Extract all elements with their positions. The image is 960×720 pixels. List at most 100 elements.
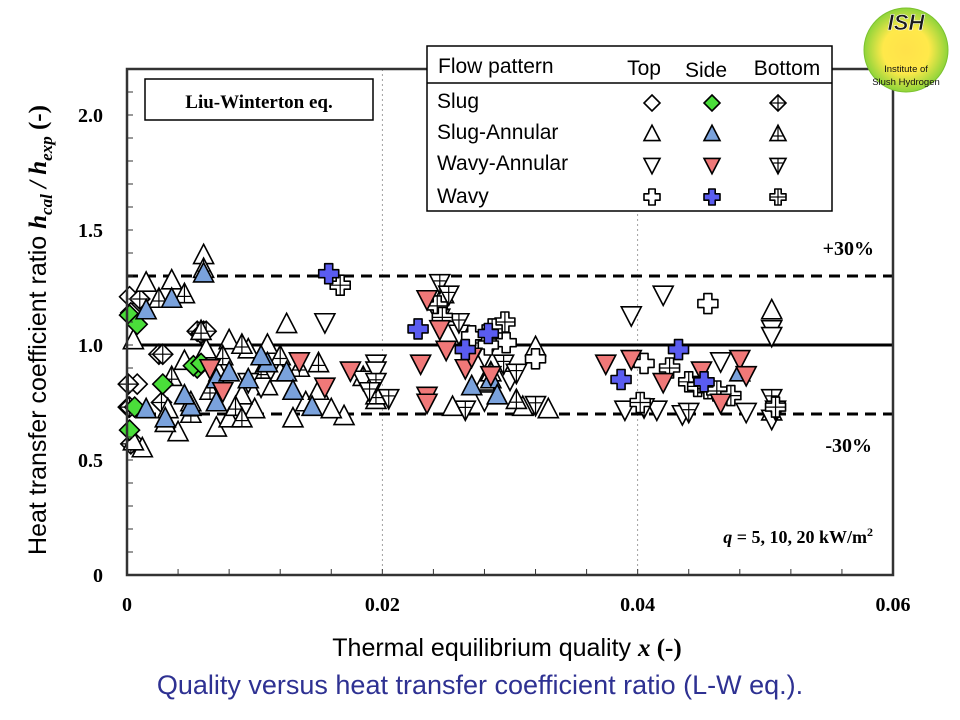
triangle-up-marker: [275, 311, 298, 334]
triangle-down-marker: [415, 289, 439, 312]
data-point: [409, 354, 432, 377]
data-point: [160, 286, 184, 309]
heat-flux-annotation: q = 5, 10, 20 kW/m2: [723, 525, 873, 547]
triangle-down-marker: [651, 285, 675, 308]
data-point: [677, 402, 701, 425]
triangle-down-marker: [415, 393, 439, 416]
data-point: [151, 372, 174, 396]
triangle-up-marker: [153, 405, 177, 428]
data-point: [317, 262, 340, 285]
triangle-down-marker: [619, 349, 643, 372]
data-point: [358, 381, 381, 404]
cross-marker: [454, 338, 477, 361]
legend-marker: [642, 123, 662, 142]
legend-row-slug-annular: Slug-Annular: [437, 121, 558, 144]
triangle-down-marker: [434, 340, 458, 363]
triangle-down-marker: [211, 381, 235, 404]
chart-title-box: Liu-Winterton eq.: [144, 78, 374, 121]
data-point: [189, 318, 213, 341]
logo-line2: Slush Hydrogen: [872, 77, 940, 88]
cross-marker: [407, 318, 429, 340]
legend-marker: [768, 157, 788, 176]
ish-logo: ISH Institute of Slush Hydrogen: [863, 7, 949, 93]
data-point: [313, 312, 337, 335]
legend-marker: [768, 93, 788, 113]
triangle-up-marker: [236, 366, 260, 389]
diamond-marker: [151, 372, 174, 396]
data-point: [173, 281, 196, 304]
data-point: [415, 289, 439, 312]
y-axis-label-sep: /: [25, 175, 52, 194]
triangle-down-marker: [760, 326, 784, 349]
triangle-up-marker: [160, 286, 184, 309]
data-point: [313, 377, 337, 400]
data-point: [460, 373, 484, 396]
legend-col-side: Side: [685, 59, 727, 82]
triangle-down-marker: [428, 319, 452, 342]
triangle-down-marker: [364, 361, 388, 384]
logo-circle: [863, 7, 949, 93]
data-point: [230, 332, 254, 355]
data-point: [697, 292, 719, 315]
data-point: [307, 350, 330, 373]
triangle-up-marker: [249, 343, 273, 366]
y-axis-label-var: h: [25, 215, 52, 229]
data-point: [288, 352, 311, 374]
data-point: [619, 349, 643, 372]
diamond-marker: [702, 93, 722, 113]
triangle-up-marker: [122, 428, 145, 451]
triangle-up-marker: [179, 394, 203, 417]
y-tick-label: 1.5: [78, 220, 103, 242]
triangle-down-marker: [728, 349, 752, 372]
legend-marker: [702, 93, 722, 113]
triangle-up-marker: [122, 327, 145, 350]
cross-marker: [477, 322, 500, 345]
triangle-up-marker: [300, 394, 324, 417]
triangle-up-marker: [536, 396, 560, 419]
data-point: [134, 270, 158, 292]
legend-marker: [769, 188, 787, 206]
data-point: [236, 366, 260, 389]
data-point: [734, 402, 758, 425]
data-point: [275, 359, 298, 382]
data-point: [629, 391, 652, 414]
x-tick-label: 0.06: [876, 594, 911, 616]
data-point: [760, 326, 784, 349]
triangle-down-marker: [594, 354, 618, 377]
triangle-up-marker: [217, 359, 241, 382]
diamond-marker: [118, 418, 141, 442]
data-point: [453, 400, 477, 423]
triangle-up-marker: [485, 382, 509, 405]
legend: Flow pattern Top Side Bottom Slug Slug-A…: [426, 45, 833, 212]
triangle-up-marker: [281, 405, 305, 428]
legend-marker: [702, 123, 722, 142]
y-tick-label: 0.5: [78, 450, 103, 472]
data-point: [117, 372, 140, 396]
minus-30-label: -30%: [825, 435, 872, 457]
data-point: [645, 400, 669, 423]
triangle-up-marker: [243, 396, 266, 419]
data-point: [524, 395, 547, 418]
data-point: [281, 405, 305, 428]
triangle-up-marker: [173, 382, 196, 405]
data-point: [134, 396, 158, 419]
triangle-down-marker: [734, 402, 758, 425]
x-axis-label: Thermal equilibrium quality x (-): [332, 634, 681, 662]
diamond-marker: [642, 93, 662, 113]
heat-flux-sup: 2: [867, 525, 873, 539]
logo-title: ISH: [888, 10, 926, 35]
legend-marker: [642, 157, 662, 176]
data-point: [524, 347, 547, 370]
data-point: [437, 285, 461, 308]
triangle-down-marker: [619, 306, 643, 328]
cross-marker: [667, 338, 690, 361]
data-point: [728, 349, 752, 372]
chart-title: Liu-Winterton eq.: [185, 92, 332, 113]
y-axis-label-var2: h: [25, 161, 52, 175]
legend-marker: [768, 123, 788, 142]
triangle-down-marker: [339, 361, 362, 384]
legend-row-slug: Slug: [437, 90, 479, 113]
data-point: [505, 387, 528, 410]
data-point: [151, 343, 174, 366]
